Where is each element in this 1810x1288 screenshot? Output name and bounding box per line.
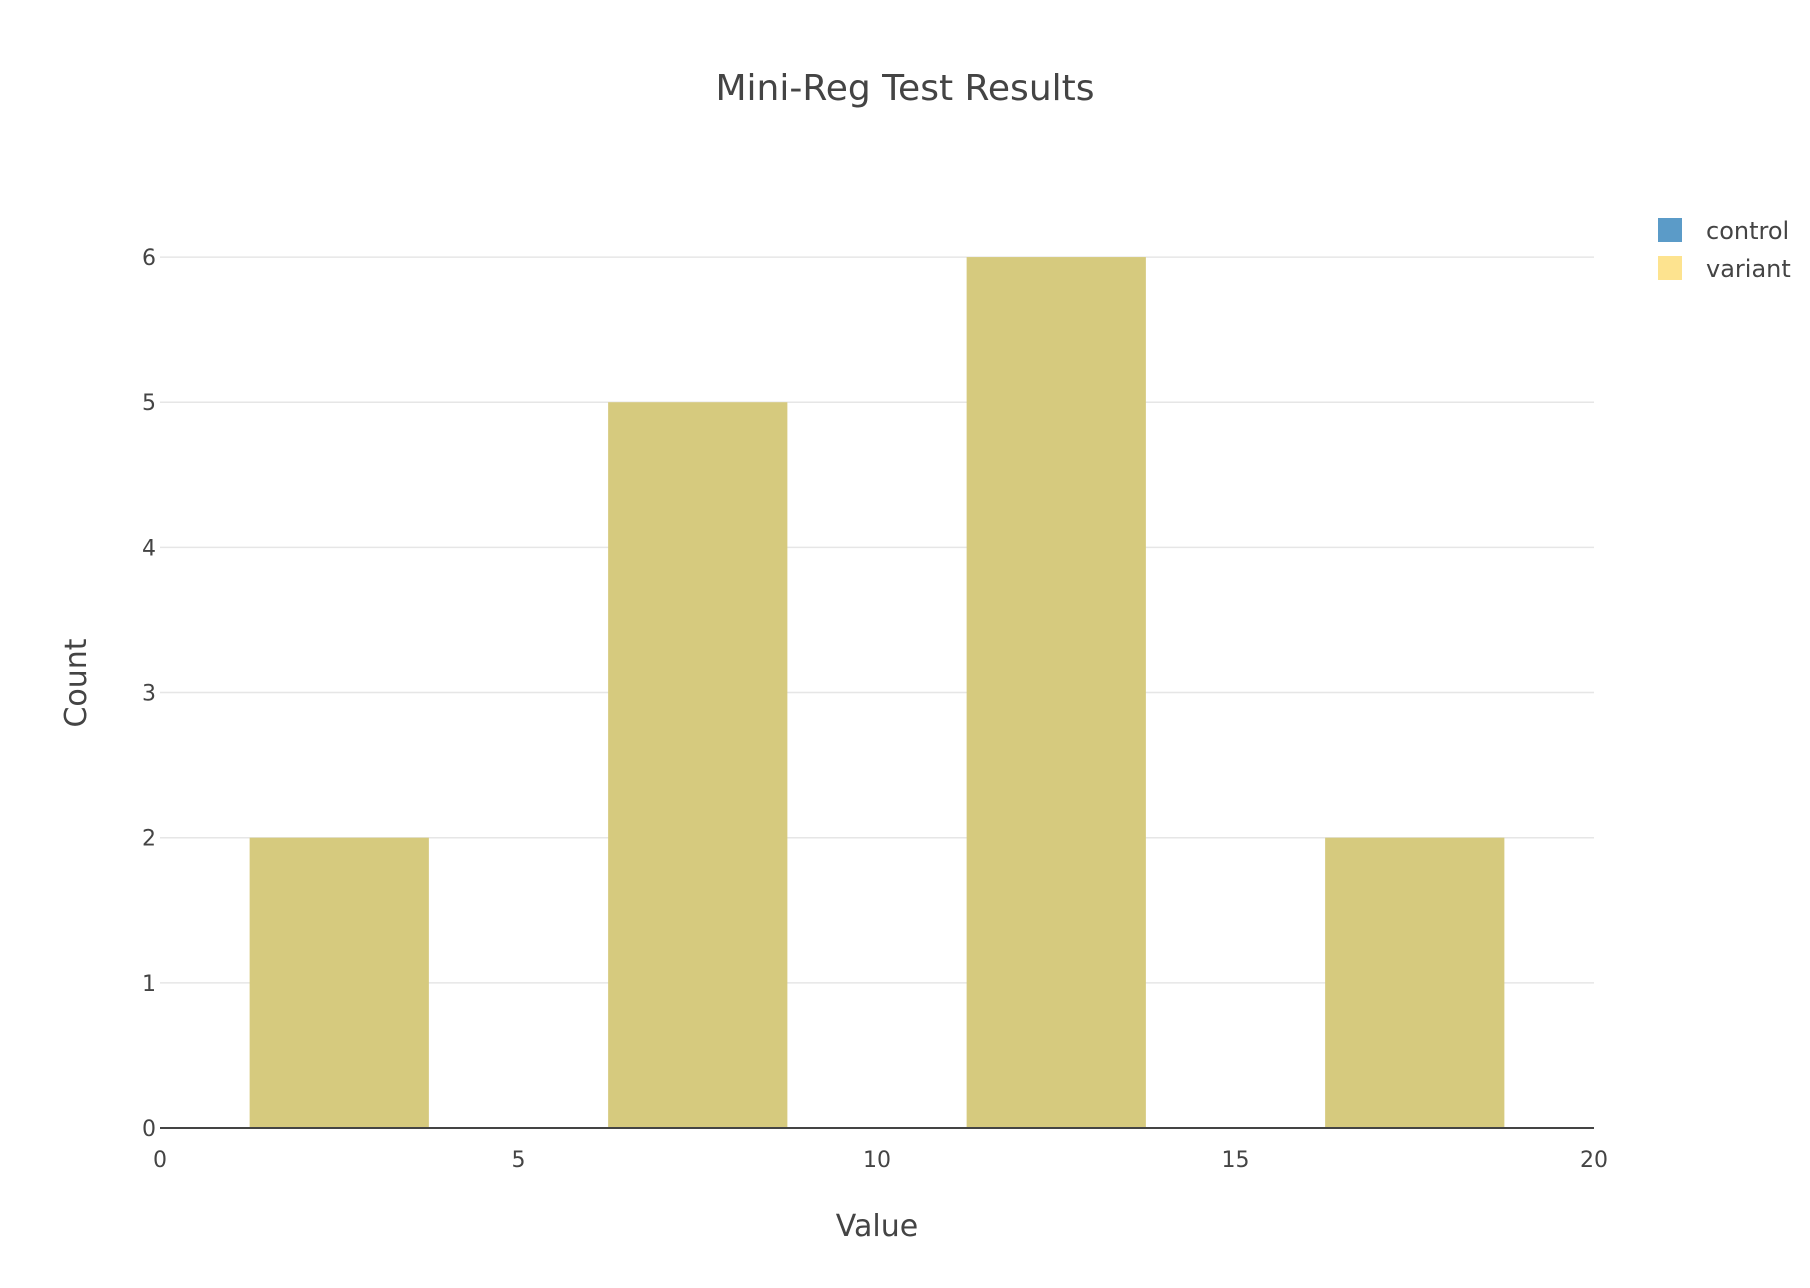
x-tick-label: 0 — [153, 1148, 167, 1173]
y-tick-label: 6 — [142, 246, 156, 271]
control-legend-swatch — [1658, 218, 1682, 242]
x-tick-label: 20 — [1580, 1148, 1608, 1173]
variant-legend-label: variant — [1706, 255, 1791, 283]
overlap-bar — [249, 837, 429, 1128]
chart-title: Mini-Reg Test Results — [715, 68, 1094, 109]
y-tick-label: 2 — [142, 827, 156, 852]
y-tick-label: 1 — [142, 972, 156, 997]
y-tick-label: 5 — [142, 391, 156, 416]
overlap-bar — [1325, 837, 1505, 1128]
y-tick-label: 4 — [142, 536, 156, 561]
overlap-bar — [608, 402, 788, 1128]
axes: 0 1 2 3 4 5 6 0 5 10 15 20 — [142, 246, 1608, 1173]
y-tick-label: 3 — [142, 682, 156, 707]
legend: control variant — [1658, 217, 1791, 283]
bars — [249, 257, 1505, 1128]
x-tick-label: 10 — [863, 1148, 891, 1173]
y-tick-label: 0 — [142, 1117, 156, 1142]
x-tick-label: 5 — [512, 1148, 526, 1173]
control-legend-label: control — [1706, 217, 1789, 245]
variant-legend-swatch — [1658, 256, 1682, 280]
overlap-bar — [966, 257, 1146, 1128]
x-axis-title: Value — [836, 1209, 918, 1244]
y-axis-title: Count — [59, 638, 94, 727]
x-tick-label: 15 — [1222, 1148, 1250, 1173]
